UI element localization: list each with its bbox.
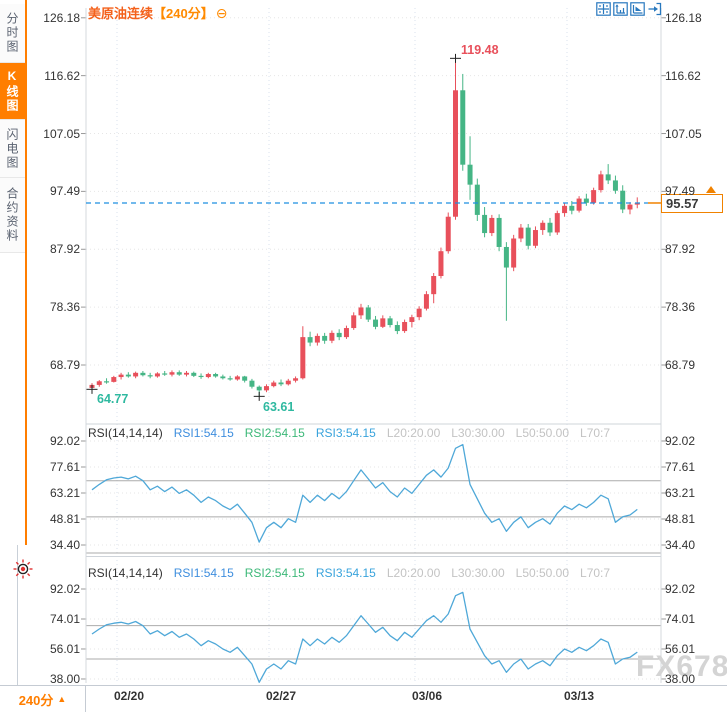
y-axis-label: 126.18 — [43, 10, 80, 25]
sidebar-tab-label: K线图 — [5, 69, 19, 113]
l70-ref: L70:7 — [580, 426, 611, 440]
y-axis-label: 78.36 — [49, 300, 80, 315]
y-axis-label: 77.61 — [49, 460, 80, 474]
rsi3-value: RSI3:54.15 — [315, 426, 376, 440]
chevron-up-icon: ▲ — [57, 694, 67, 704]
l30-ref: L30:30.00 — [451, 566, 505, 580]
sidebar-tab-label: 分时图 — [5, 12, 19, 54]
y-axis-label: 48.81 — [49, 511, 80, 526]
exit-chart-icon[interactable] — [647, 2, 662, 16]
watermark: FX678 — [636, 650, 727, 683]
y-axis-label: 56.01 — [665, 641, 696, 656]
rsi3-value: RSI3:54.15 — [315, 566, 376, 580]
period-selector-label: 240分 — [18, 692, 54, 708]
y-axis-label: 126.18 — [665, 10, 702, 25]
y-axis-label: 116.62 — [665, 68, 701, 83]
candlestick-series — [89, 58, 640, 397]
sidebar-tab-label: 合约资料 — [5, 187, 19, 243]
time-axis-border — [0, 685, 727, 686]
price-axis-scale-icon[interactable] — [613, 2, 628, 16]
y-axis-label: 87.92 — [49, 242, 80, 257]
y-axis-label: 116.62 — [44, 68, 80, 83]
y-axis-label: 107.05 — [665, 126, 702, 141]
y-axis-label: 97.49 — [49, 184, 80, 199]
start-low-annotation: 64.77 — [97, 392, 129, 406]
rsi1-value: RSI1:54.15 — [173, 566, 234, 580]
x-axis-date-label: 02/27 — [266, 689, 297, 703]
y-axis-label: 38.00 — [665, 671, 696, 686]
y-axis-label: 77.61 — [665, 460, 696, 474]
y-axis-label: 92.02 — [49, 434, 80, 448]
y-axis-label: 92.02 — [665, 582, 696, 596]
rsi2-value: RSI2:54.15 — [244, 566, 305, 580]
period-selector[interactable]: 240分 ▲ — [0, 686, 86, 712]
crosshair-icon[interactable] — [596, 2, 611, 16]
y-axis-label: 78.36 — [665, 300, 696, 315]
price-up-arrow-icon — [706, 186, 716, 193]
y-axis-label: 38.00 — [49, 671, 80, 686]
sidebar-tab-flash-chart[interactable]: 闪电图 — [0, 120, 25, 178]
rsi-panel-1-header: RSI(14,14,14) RSI1:54.15 RSI2:54.15 RSI3:54… — [88, 426, 659, 440]
sidebar-tab-candle-chart[interactable]: K线图 — [0, 63, 25, 120]
rsi2-value: RSI2:54.15 — [244, 426, 305, 440]
symbol-name: 美原油连续 — [88, 6, 154, 21]
indicator-name: RSI(14,14,14) — [88, 426, 163, 440]
y-axis-label: 63.21 — [665, 486, 696, 500]
y-axis-label: 63.21 — [49, 486, 80, 500]
rsi-line — [91, 443, 638, 543]
y-axis-label: 87.92 — [665, 242, 696, 257]
chart-toolbar — [596, 2, 662, 16]
y-axis-label: 68.79 — [665, 358, 696, 372]
live-indicator-icon[interactable] — [12, 558, 34, 585]
time-axis-scale-icon[interactable] — [630, 2, 645, 16]
l20-ref: L20:20.00 — [386, 566, 441, 580]
y-axis-label: 92.02 — [49, 582, 80, 596]
y-axis-label: 97.49 — [665, 184, 696, 199]
y-axis-label: 107.05 — [43, 126, 80, 141]
x-axis-date-label: 03/13 — [564, 689, 595, 703]
rsi1-value: RSI1:54.15 — [173, 426, 234, 440]
sidebar-tab-label: 闪电图 — [5, 127, 19, 170]
current-price-tag: 95.57 — [661, 194, 723, 213]
sidebar-tab-time-chart[interactable]: 分时图 — [0, 4, 25, 63]
y-axis-label: 92.02 — [665, 434, 696, 448]
l30-ref: L30:30.00 — [451, 426, 505, 440]
x-axis-date-label: 03/06 — [412, 689, 443, 703]
y-axis-label: 74.01 — [49, 611, 80, 626]
high-price-annotation: 119.48 — [461, 43, 499, 57]
l70-ref: L70:7 — [580, 566, 611, 580]
l50-ref: L50:50.00 — [515, 426, 570, 440]
sidebar-tab-contract-info[interactable]: 合约资料 — [0, 178, 25, 253]
y-axis-label: 74.01 — [665, 611, 696, 626]
y-axis-label: 68.79 — [49, 358, 80, 372]
current-price-value: 95.57 — [666, 196, 699, 211]
l20-ref: L20:20.00 — [386, 426, 441, 440]
sidebar-divider — [17, 545, 18, 685]
l50-ref: L50:50.00 — [515, 566, 570, 580]
collapse-icon[interactable]: ⊖ — [215, 5, 228, 21]
rsi-line — [91, 591, 638, 683]
indicator-name: RSI(14,14,14) — [88, 566, 163, 580]
y-axis-label: 34.40 — [49, 538, 80, 552]
period-label: 【240分】 — [153, 6, 214, 21]
y-axis-label: 34.40 — [665, 538, 696, 552]
dip-low-annotation: 63.61 — [263, 400, 295, 414]
chart-title: 美原油连续【240分】 ⊖ — [88, 3, 227, 22]
rsi-panel-2-header: RSI(14,14,14) RSI1:54.15 RSI2:54.15 RSI3:54… — [88, 566, 659, 580]
y-axis-label: 48.81 — [665, 511, 696, 526]
x-axis-date-label: 02/20 — [114, 689, 145, 703]
y-axis-label: 56.01 — [49, 641, 80, 656]
sidebar-accent-divider — [25, 0, 27, 545]
